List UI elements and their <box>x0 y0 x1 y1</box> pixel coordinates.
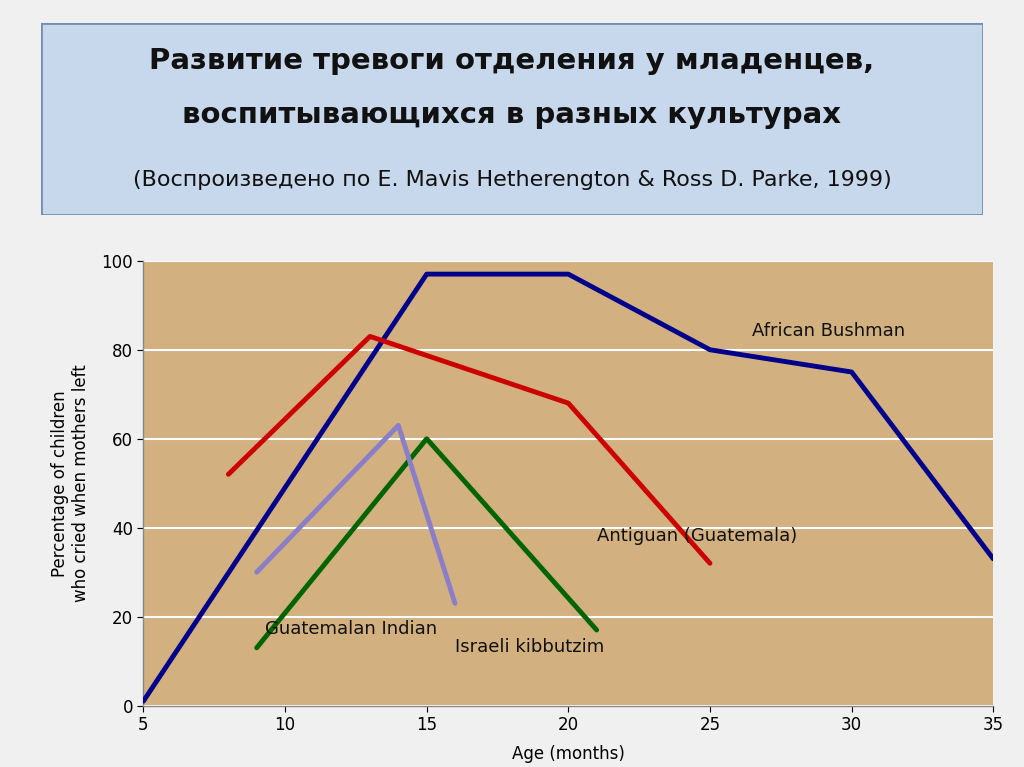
Text: воспитывающихся в разных культурах: воспитывающихся в разных культурах <box>182 101 842 129</box>
Text: Guatemalan Indian: Guatemalan Indian <box>265 621 437 638</box>
FancyBboxPatch shape <box>41 23 983 215</box>
Text: Israeli kibbutzim: Israeli kibbutzim <box>455 638 604 657</box>
Y-axis label: Percentage of children
who cried when mothers left: Percentage of children who cried when mo… <box>51 364 90 602</box>
Text: African Bushman: African Bushman <box>753 322 905 341</box>
X-axis label: Age (months): Age (months) <box>512 746 625 763</box>
Text: Развитие тревоги отделения у младенцев,: Развитие тревоги отделения у младенцев, <box>150 48 874 75</box>
Text: (Воспроизведено по E. Mavis Hetherengton & Ross D. Parke, 1999): (Воспроизведено по E. Mavis Hetherengton… <box>133 170 891 190</box>
Text: Antiguan (Guatemala): Antiguan (Guatemala) <box>597 527 797 545</box>
